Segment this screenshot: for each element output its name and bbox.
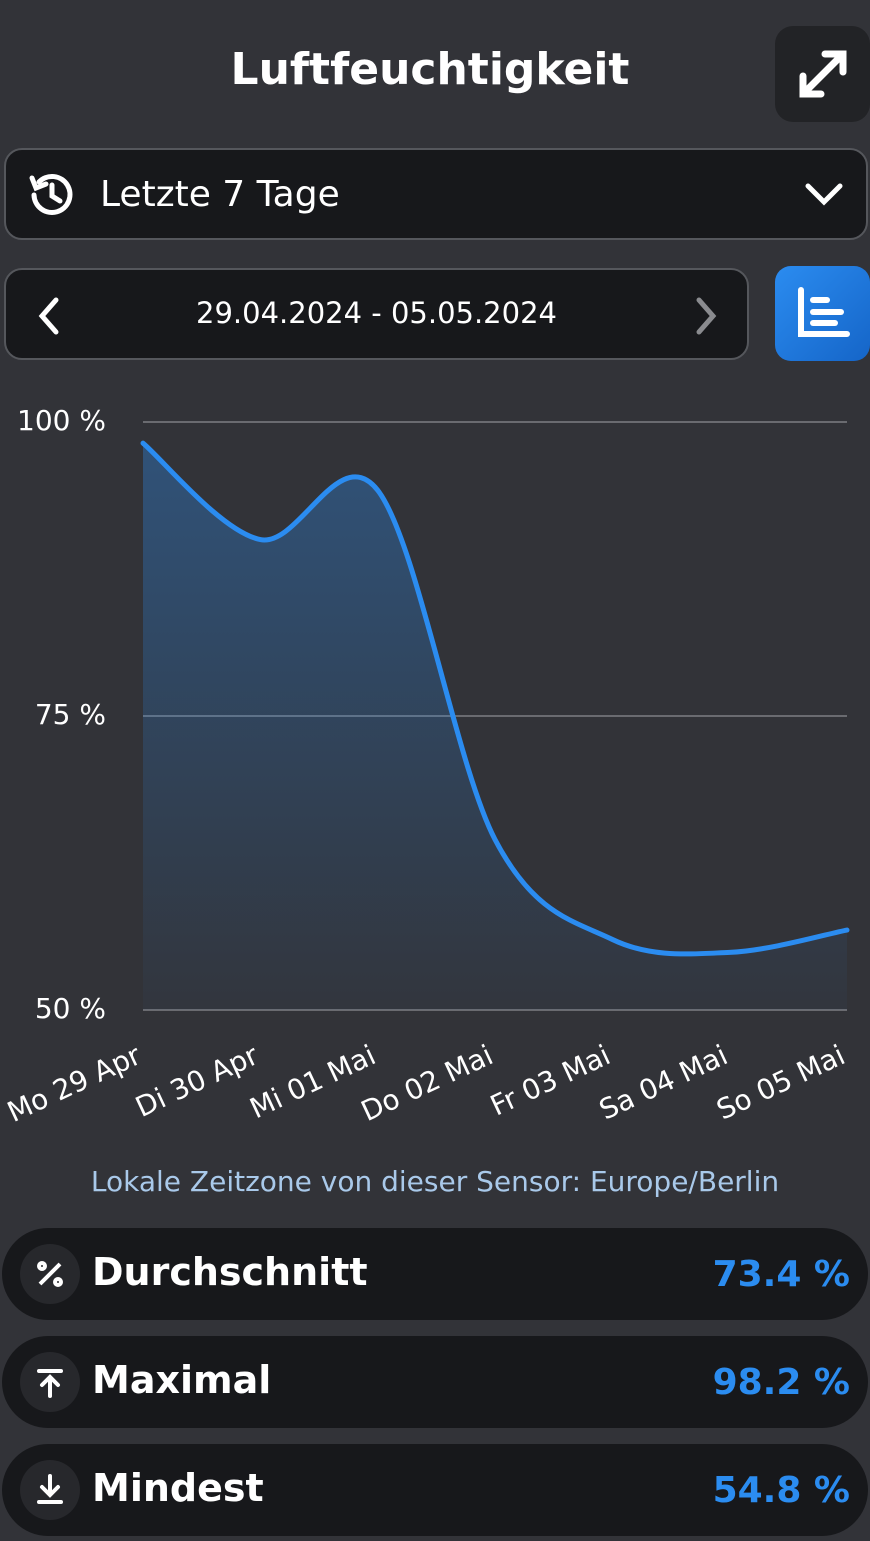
- max-icon: [37, 1369, 63, 1398]
- line: [140, 440, 850, 957]
- area-fill: [143, 443, 847, 1011]
- x-tick-label: So 05 Mai: [711, 1038, 850, 1126]
- date-range-label: 29.04.2024 - 05.05.2024: [196, 296, 557, 330]
- date-range: 29.04.2024 - 05.05.2024: [4, 268, 749, 360]
- next-button[interactable]: [691, 296, 721, 336]
- y-tick-label: 75 %: [35, 698, 106, 731]
- history-icon: [29, 173, 73, 215]
- stat-row: Mindest 54.8 %: [2, 1444, 868, 1536]
- stat-row: Durchschnitt 73.4 %: [2, 1228, 868, 1320]
- y-tick-label: 100 %: [17, 404, 106, 437]
- x-tick-label: Sa 04 Mai: [594, 1038, 733, 1126]
- y-tick-label: 50 %: [35, 992, 106, 1025]
- stat-label: Maximal: [92, 1358, 272, 1402]
- min-icon: [37, 1474, 63, 1504]
- x-tick-label: Mo 29 Apr: [2, 1038, 146, 1129]
- x-tick-label: Mi 01 Mai: [245, 1038, 381, 1125]
- stat-row: Maximal 98.2 %: [2, 1336, 868, 1428]
- x-tick-label: Di 30 Apr: [130, 1038, 263, 1124]
- percent-icon: [37, 1261, 63, 1287]
- stat-value: 73.4 %: [712, 1254, 850, 1295]
- page-title: Luftfeuchtigkeit: [230, 44, 630, 95]
- timezone-note: Lokale Zeitzone von dieser Sensor: Europ…: [90, 1165, 780, 1198]
- chart-type-button[interactable]: [775, 266, 870, 361]
- stat-label: Durchschnitt: [92, 1250, 368, 1294]
- period-label: Letzte 7 Tage: [100, 174, 340, 215]
- chevron-down: [805, 183, 843, 206]
- expand-button[interactable]: [775, 26, 870, 122]
- chart-icon: [798, 287, 850, 337]
- period-select[interactable]: Letzte 7 Tage: [4, 148, 868, 240]
- x-tick-label: Do 02 Mai: [356, 1038, 498, 1128]
- expand-icon: [799, 50, 847, 98]
- stat-value: 54.8 %: [712, 1470, 850, 1511]
- stat-label: Mindest: [92, 1466, 264, 1510]
- x-tick-label: Fr 03 Mai: [485, 1038, 615, 1122]
- prev-button[interactable]: [34, 296, 64, 336]
- stat-value: 98.2 %: [712, 1362, 850, 1403]
